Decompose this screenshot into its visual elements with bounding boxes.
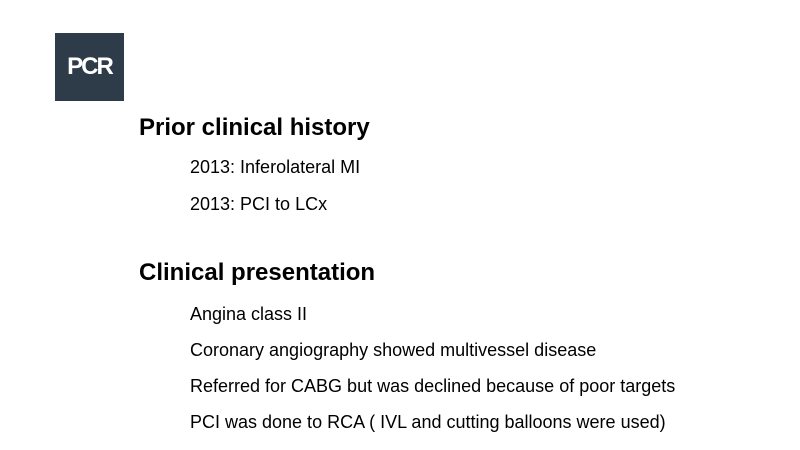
- logo-text: PCR: [67, 53, 114, 80]
- section-title-prior-history: Prior clinical history: [139, 114, 370, 141]
- list-item: Angina class II: [190, 304, 308, 324]
- section-title-clinical-presentation: Clinical presentation: [139, 259, 376, 286]
- list-item: 2013: Inferolateral MI: [190, 157, 361, 177]
- pcr-logo: PCR: [55, 33, 124, 101]
- list-item: 2013: PCI to LCx: [190, 194, 328, 214]
- list-item: Coronary angiography showed multivessel …: [190, 340, 597, 360]
- list-item: PCI was done to RCA ( IVL and cutting ba…: [190, 412, 666, 432]
- list-item: Referred for CABG but was declined becau…: [190, 376, 676, 396]
